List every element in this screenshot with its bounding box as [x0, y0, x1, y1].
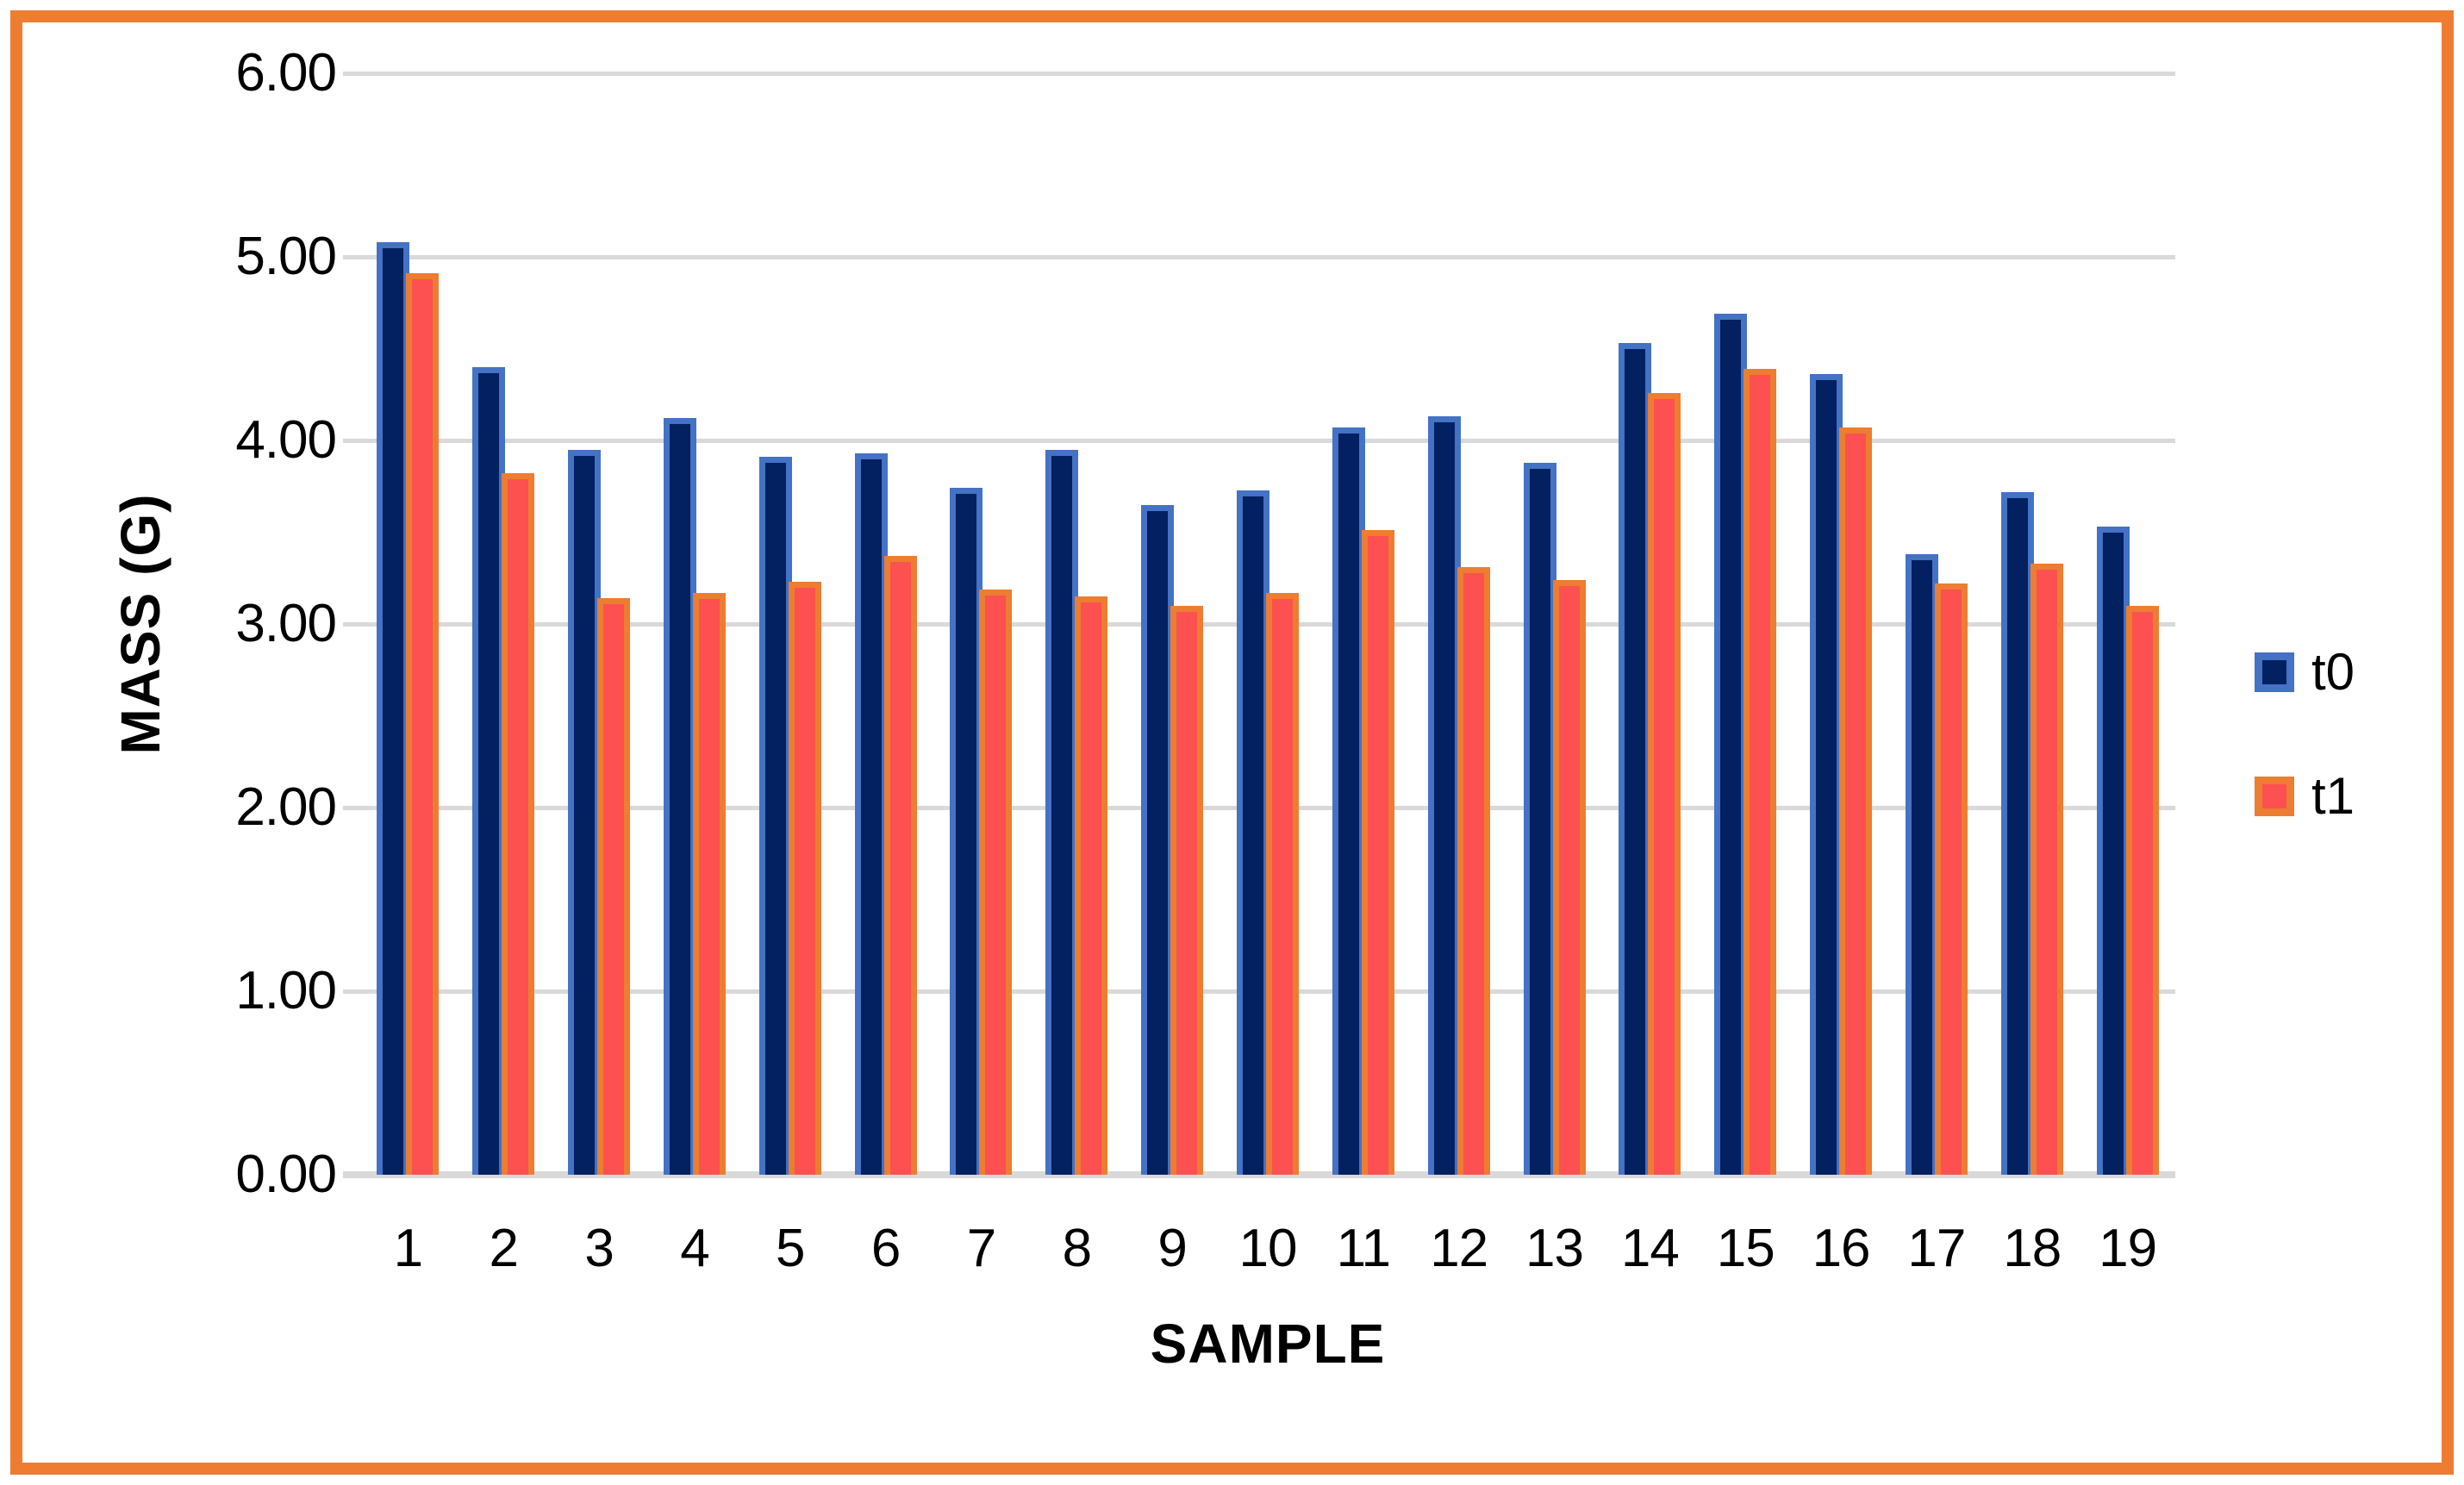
bar-t1-sample-2: [502, 473, 535, 1175]
bar-t1-sample-3: [597, 598, 631, 1175]
legend-item-t1: t1: [2255, 771, 2355, 822]
x-tick-label: 2: [489, 1219, 519, 1278]
gridline-4.00: [343, 439, 2175, 443]
bar-t1-sample-18: [2030, 563, 2063, 1175]
bar-t0-sample-13: [1523, 462, 1556, 1175]
bar-t0-sample-14: [1619, 343, 1652, 1175]
bar-t0-sample-8: [1045, 449, 1079, 1175]
y-axis-title: MASS (G): [109, 493, 172, 755]
y-tick-label: 4.00: [235, 410, 337, 470]
bar-t1-sample-1: [406, 273, 440, 1175]
bar-t1-sample-12: [1457, 566, 1490, 1175]
bar-t0-sample-19: [2096, 527, 2130, 1175]
legend: t0 t1: [2255, 646, 2355, 822]
chart-frame-border: [10, 10, 2454, 1475]
x-tick-label: 17: [1907, 1219, 1966, 1278]
x-tick-label: 3: [584, 1219, 614, 1278]
legend-swatch-t1-icon: [2255, 777, 2294, 816]
bar-t1-sample-5: [788, 582, 821, 1175]
bar-t1-sample-14: [1648, 392, 1681, 1175]
legend-item-t0: t0: [2255, 646, 2355, 698]
bar-t0-sample-4: [663, 418, 696, 1175]
bar-t1-sample-16: [1839, 427, 1873, 1175]
bar-t0-sample-6: [854, 452, 888, 1175]
bar-t1-sample-6: [883, 556, 917, 1175]
bar-t0-sample-11: [1332, 427, 1365, 1175]
x-tick-label: 16: [1812, 1219, 1871, 1278]
bar-t0-sample-15: [1714, 314, 1748, 1175]
y-tick-label: 6.00: [235, 43, 337, 103]
bar-t1-sample-19: [2125, 605, 2159, 1175]
x-tick-label: 4: [680, 1219, 709, 1278]
x-tick-label: 6: [870, 1219, 901, 1278]
bar-t0-sample-3: [568, 449, 602, 1175]
legend-label-t0: t0: [2311, 643, 2355, 701]
bar-t0-sample-7: [950, 488, 983, 1175]
x-tick-label: 8: [1062, 1219, 1092, 1278]
bar-t0-sample-10: [1237, 490, 1269, 1175]
bar-t1-sample-17: [1934, 583, 1968, 1175]
x-tick-label: 19: [2099, 1219, 2157, 1278]
bar-t0-sample-18: [2000, 491, 2034, 1175]
gridline-6.00: [343, 72, 2175, 76]
x-tick-label: 7: [966, 1219, 996, 1278]
legend-label-t1: t1: [2311, 767, 2355, 825]
bar-t1-sample-9: [1170, 605, 1204, 1175]
x-tick-label: 12: [1430, 1219, 1488, 1278]
y-tick-label: 0.00: [235, 1145, 337, 1204]
y-tick-label: 3.00: [235, 594, 337, 653]
bar-t0-sample-1: [377, 241, 410, 1175]
bar-t1-sample-13: [1552, 579, 1586, 1175]
gridline-5.00: [343, 255, 2175, 259]
x-tick-label: 13: [1525, 1219, 1584, 1278]
bar-t1-sample-15: [1744, 368, 1777, 1175]
bar-t1-sample-8: [1075, 596, 1108, 1175]
x-tick-label: 14: [1620, 1219, 1680, 1278]
bar-t0-sample-5: [758, 457, 792, 1175]
bar-t0-sample-2: [472, 366, 506, 1175]
x-axis-title: SAMPLE: [1150, 1313, 1386, 1375]
bar-t0-sample-9: [1141, 504, 1175, 1175]
x-tick-label: 9: [1157, 1219, 1187, 1278]
bar-t1-sample-7: [979, 589, 1013, 1175]
bar-t1-sample-11: [1361, 530, 1394, 1175]
x-tick-label: 15: [1716, 1219, 1775, 1278]
bar-t0-sample-17: [1905, 554, 1938, 1175]
x-axis-line: [343, 1171, 2175, 1178]
y-tick-label: 5.00: [235, 227, 337, 286]
x-tick-label: 10: [1238, 1219, 1298, 1278]
bar-t0-sample-12: [1427, 416, 1461, 1175]
bar-t1-sample-10: [1266, 592, 1299, 1175]
x-tick-label: 1: [393, 1219, 423, 1278]
y-tick-label: 1.00: [235, 961, 337, 1020]
bar-t1-sample-4: [692, 592, 726, 1175]
bar-t0-sample-16: [1810, 374, 1843, 1175]
x-tick-label: 11: [1336, 1219, 1391, 1278]
x-tick-label: 18: [2003, 1219, 2062, 1278]
legend-swatch-t0-icon: [2255, 652, 2294, 692]
x-tick-label: 5: [776, 1219, 805, 1278]
y-tick-label: 2.00: [235, 777, 337, 837]
